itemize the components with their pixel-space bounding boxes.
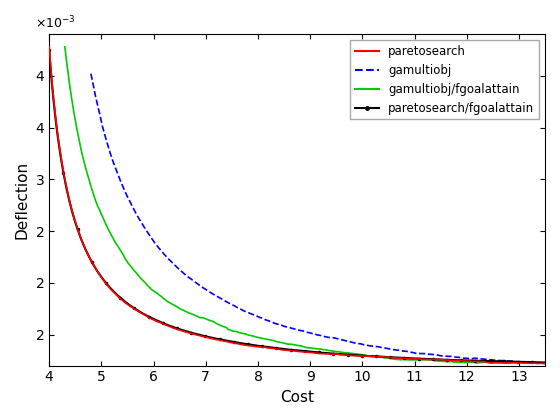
- paretosearch/fgoalattain: [520, 360, 527, 365]
- gamultiobj: [503, 358, 510, 363]
- paretosearch: [464, 359, 470, 364]
- Line: gamultiobj/fgoalattain: gamultiobj/fgoalattain: [65, 47, 545, 364]
- gamultiobj: [172, 263, 179, 268]
- paretosearch/fgoalattain: [274, 346, 281, 351]
- paretosearch: [542, 361, 548, 366]
- gamultiobj/fgoalattain: [357, 352, 364, 357]
- paretosearch/fgoalattain: [338, 352, 345, 357]
- gamultiobj/fgoalattain: [458, 360, 464, 365]
- paretosearch: [349, 353, 356, 358]
- gamultiobj/fgoalattain: [136, 273, 142, 278]
- gamultiobj: [542, 361, 548, 366]
- paretosearch: [341, 352, 348, 357]
- gamultiobj/fgoalattain: [461, 360, 468, 365]
- paretosearch: [495, 360, 502, 365]
- gamultiobj: [519, 360, 525, 365]
- Text: $\times10^{-3}$: $\times10^{-3}$: [35, 15, 76, 32]
- gamultiobj: [208, 291, 215, 296]
- paretosearch: [48, 66, 54, 71]
- paretosearch/fgoalattain: [542, 360, 548, 365]
- gamultiobj/fgoalattain: [542, 361, 548, 366]
- gamultiobj/fgoalattain: [335, 349, 342, 354]
- paretosearch/fgoalattain: [535, 360, 542, 365]
- paretosearch: [533, 361, 540, 366]
- gamultiobj: [106, 147, 113, 152]
- paretosearch/fgoalattain: [178, 327, 185, 332]
- gamultiobj: [115, 173, 122, 178]
- gamultiobj/fgoalattain: [62, 44, 68, 49]
- gamultiobj/fgoalattain: [292, 342, 299, 347]
- gamultiobj: [87, 71, 94, 76]
- Line: paretosearch/fgoalattain: paretosearch/fgoalattain: [47, 48, 547, 365]
- paretosearch: [46, 44, 53, 49]
- Y-axis label: Deflection: Deflection: [15, 161, 30, 239]
- Line: paretosearch: paretosearch: [49, 47, 545, 364]
- paretosearch/fgoalattain: [46, 47, 53, 52]
- Legend: paretosearch, gamultiobj, gamultiobj/fgoalattain, paretosearch/fgoalattain: paretosearch, gamultiobj, gamultiobj/fgo…: [351, 40, 539, 119]
- X-axis label: Cost: Cost: [280, 390, 314, 405]
- paretosearch/fgoalattain: [310, 349, 317, 354]
- Line: gamultiobj: gamultiobj: [91, 74, 545, 364]
- paretosearch: [339, 352, 346, 357]
